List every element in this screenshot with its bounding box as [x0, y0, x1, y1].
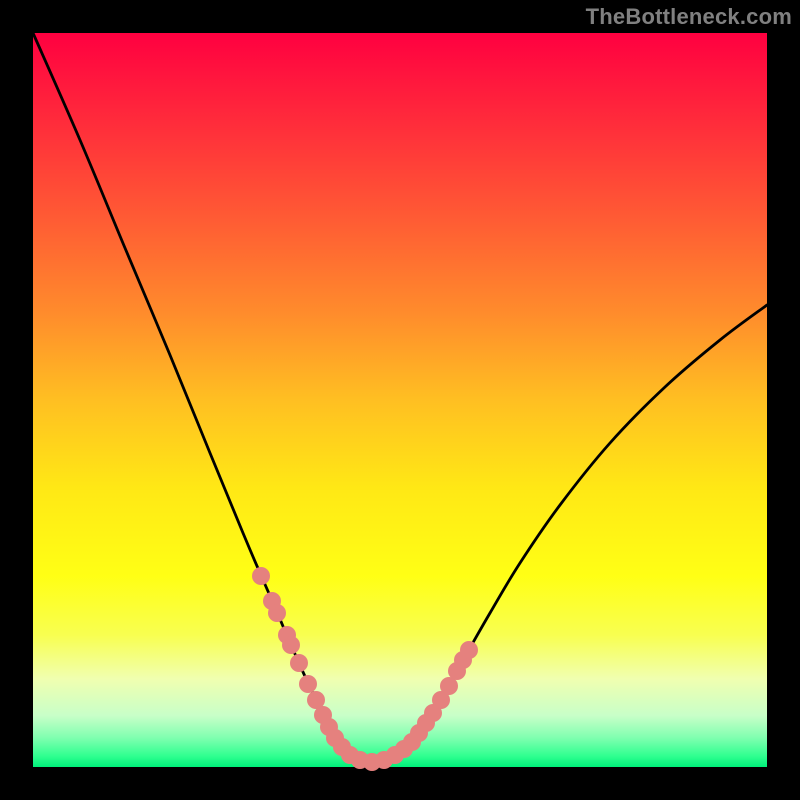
data-dot [460, 641, 478, 659]
data-dot [252, 567, 270, 585]
watermark-text: TheBottleneck.com [586, 4, 792, 30]
data-dot [268, 604, 286, 622]
data-dot [290, 654, 308, 672]
data-dot [299, 675, 317, 693]
data-dot [282, 636, 300, 654]
chart-container: TheBottleneck.com [0, 0, 800, 800]
plot-background [33, 33, 767, 767]
chart-canvas [0, 0, 800, 800]
